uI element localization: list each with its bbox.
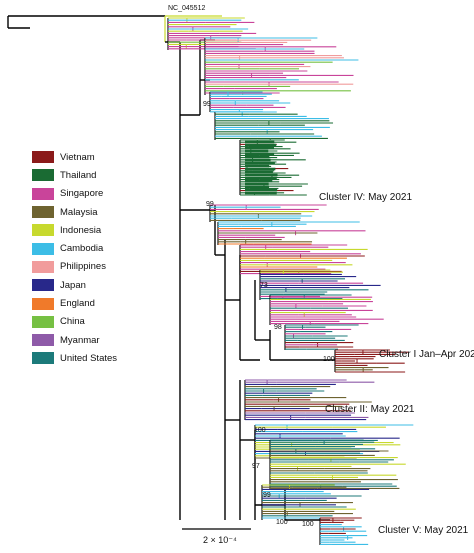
bootstrap-value: 100 — [254, 427, 266, 434]
legend-item: England — [32, 294, 152, 312]
tree-clade — [244, 379, 375, 421]
legend-item: Philippines — [32, 258, 152, 276]
tree-clade — [167, 17, 257, 50]
tree-clade — [261, 484, 370, 520]
tree-clade — [239, 244, 368, 275]
legend-item: Thailand — [32, 166, 152, 184]
tree-clade — [209, 91, 291, 113]
bootstrap-value: 100 — [276, 519, 288, 526]
legend-item: Malaysia — [32, 203, 152, 221]
legend-label: Philippines — [60, 261, 106, 273]
country-legend: Vietnam Thailand Singapore Malaysia Indo… — [32, 148, 152, 368]
legend-label: Thailand — [60, 169, 97, 181]
scale-bar-label: 2 × 10⁻⁴ — [203, 535, 237, 545]
tree-clade — [334, 349, 409, 373]
tree-clade — [269, 294, 384, 325]
tree-clade — [259, 269, 381, 300]
tree-clade — [319, 517, 369, 545]
cluster-label-ii: Cluster II: May 2021 — [325, 404, 415, 415]
legend-label: Cambodia — [60, 243, 104, 255]
tree-clades — [167, 17, 414, 545]
bootstrap-value: 99 — [203, 101, 211, 108]
cluster-iv-block — [245, 140, 278, 195]
bootstrap-value: 97 — [252, 463, 260, 470]
cluster-label-i: Cluster I Jan–Apr 2021 — [379, 349, 474, 360]
legend-item: Myanmar — [32, 331, 152, 349]
bootstrap-value: 100 — [323, 356, 335, 363]
legend-label: Malaysia — [60, 206, 98, 218]
reference-label: NC_045512 — [168, 5, 206, 12]
legend-label: Indonesia — [60, 224, 102, 236]
legend-label: Vietnam — [60, 151, 95, 163]
tree-clade — [269, 439, 406, 490]
legend-label: Myanmar — [60, 334, 100, 346]
legend-item: Vietnam — [32, 148, 152, 166]
legend-label: Singapore — [60, 188, 104, 200]
legend-item: Cambodia — [32, 239, 152, 257]
legend-swatch — [32, 224, 54, 237]
legend-swatch — [32, 334, 54, 347]
legend-swatch — [32, 352, 54, 365]
legend-swatch — [32, 242, 54, 255]
bootstrap-value: 99 — [263, 492, 271, 499]
legend-label: China — [60, 316, 85, 328]
legend-label: Japan — [60, 279, 86, 291]
legend-swatch — [32, 206, 54, 219]
legend-item: China — [32, 313, 152, 331]
bootstrap-value: 100 — [302, 521, 314, 528]
legend-item: United States — [32, 349, 152, 367]
legend-swatch — [32, 169, 54, 182]
legend-label: United States — [60, 352, 118, 364]
legend-item: Indonesia — [32, 221, 152, 239]
legend-item: Japan — [32, 276, 152, 294]
bootstrap-value: 98 — [274, 324, 282, 331]
bootstrap-value: 99 — [206, 201, 214, 208]
legend-swatch — [32, 297, 54, 310]
cluster-label-v: Cluster V: May 2021 — [378, 525, 469, 536]
legend-swatch — [32, 151, 54, 164]
legend-label: England — [60, 298, 95, 310]
legend-swatch — [32, 187, 54, 200]
tree-clade — [204, 37, 359, 95]
legend-swatch — [32, 260, 54, 273]
tree-clade — [284, 324, 359, 350]
legend-swatch — [32, 315, 54, 328]
tree-clade — [217, 221, 366, 245]
bootstrap-value: 73 — [260, 282, 268, 289]
tree-clade — [214, 111, 334, 140]
cluster-label-iv: Cluster IV: May 2021 — [319, 192, 413, 203]
legend-item: Singapore — [32, 185, 152, 203]
legend-swatch — [32, 279, 54, 292]
tree-clade — [209, 204, 327, 222]
